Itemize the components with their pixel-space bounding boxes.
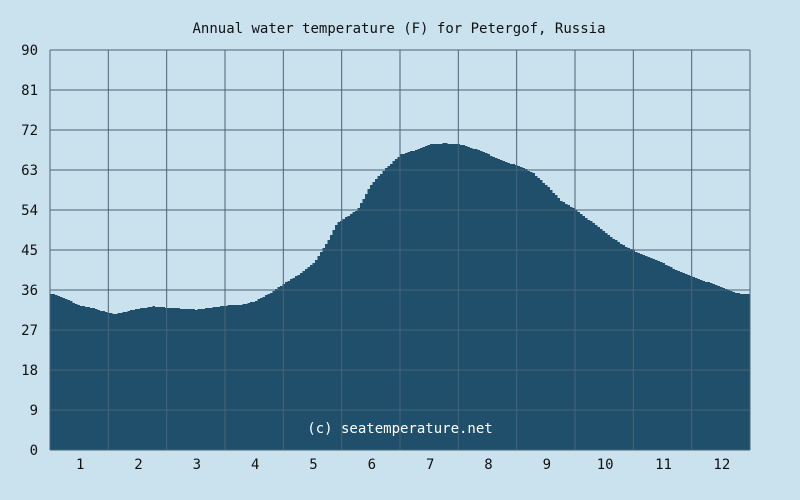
x-tick-label: 5 <box>309 457 317 473</box>
grid-lines <box>49 49 751 451</box>
x-tick-label: 2 <box>134 457 142 473</box>
y-tick-label: 90 <box>21 43 38 59</box>
x-tick-label: 6 <box>368 457 376 473</box>
x-tick-label: 3 <box>193 457 201 473</box>
y-tick-label: 72 <box>21 123 38 139</box>
x-tick-label: 10 <box>597 457 614 473</box>
y-tick-label: 18 <box>21 363 38 379</box>
x-tick-label: 1 <box>76 457 84 473</box>
x-tick-label: 8 <box>484 457 492 473</box>
y-tick-label: 0 <box>30 443 38 459</box>
x-axis-tick-labels: 1 2 3 4 5 6 7 8 9 10 11 12 <box>76 457 730 473</box>
y-tick-label: 54 <box>21 203 38 219</box>
watermark-text: (c) seatemperature.net <box>307 421 492 437</box>
y-tick-label: 81 <box>21 83 38 99</box>
x-tick-label: 4 <box>251 457 259 473</box>
y-tick-label: 36 <box>21 283 38 299</box>
y-tick-label: 9 <box>30 403 38 419</box>
x-tick-label: 12 <box>713 457 730 473</box>
y-tick-label: 63 <box>21 163 38 179</box>
y-tick-label: 27 <box>21 323 38 339</box>
chart-title: Annual water temperature (F) for Petergo… <box>192 21 605 37</box>
x-tick-label: 7 <box>426 457 434 473</box>
y-tick-label: 45 <box>21 243 38 259</box>
x-tick-label: 9 <box>543 457 551 473</box>
y-axis-tick-labels: 0 9 18 27 36 45 54 63 72 81 90 <box>21 43 38 459</box>
x-tick-label: 11 <box>655 457 672 473</box>
